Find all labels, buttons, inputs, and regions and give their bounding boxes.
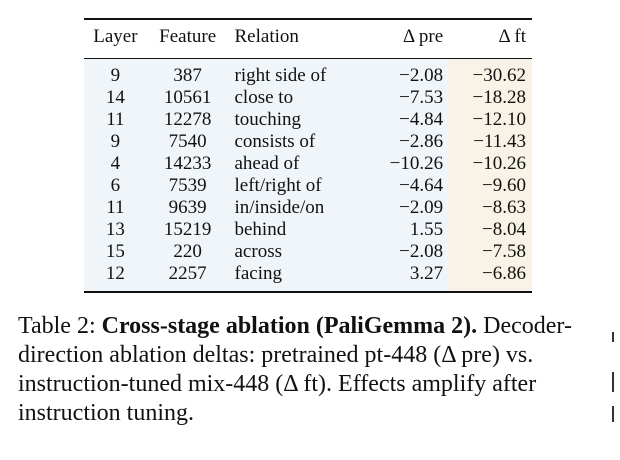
cell-delta-ft: −9.60 xyxy=(449,175,532,197)
margin-tick xyxy=(612,372,614,392)
table-row: 11 9639 in/inside/on −2.09 −8.63 xyxy=(84,197,532,219)
cell-feature: 387 xyxy=(146,58,229,87)
cell-delta-pre: −2.09 xyxy=(356,197,450,219)
cell-delta-pre: 3.27 xyxy=(356,263,450,292)
cell-relation: ahead of xyxy=(228,153,357,175)
cell-relation: close to xyxy=(228,87,357,109)
cell-feature: 12278 xyxy=(146,109,229,131)
cell-delta-ft: −10.26 xyxy=(449,153,532,175)
table-header-row: Layer Feature Relation Δ pre Δ ft xyxy=(84,19,532,59)
cell-layer: 9 xyxy=(84,58,147,87)
cell-delta-pre: −4.84 xyxy=(356,109,450,131)
cell-delta-pre: −4.64 xyxy=(356,175,450,197)
cell-delta-pre: −2.86 xyxy=(356,131,450,153)
cell-delta-ft: −12.10 xyxy=(449,109,532,131)
cell-delta-pre: −7.53 xyxy=(356,87,450,109)
cell-delta-ft: −6.86 xyxy=(449,263,532,292)
cell-feature: 220 xyxy=(146,241,229,263)
cell-layer: 6 xyxy=(84,175,147,197)
cell-delta-pre: 1.55 xyxy=(356,219,450,241)
cell-delta-ft: −30.62 xyxy=(449,58,532,87)
header-feature: Feature xyxy=(159,26,217,47)
cell-relation: facing xyxy=(228,263,357,292)
cell-feature: 2257 xyxy=(146,263,229,292)
table-row: 9 387 right side of −2.08 −30.62 xyxy=(84,58,532,87)
cell-layer: 11 xyxy=(84,197,147,219)
cell-delta-ft: −8.63 xyxy=(449,197,532,219)
cell-feature: 14233 xyxy=(146,153,229,175)
cell-delta-pre: −2.08 xyxy=(356,241,450,263)
results-table: Layer Feature Relation Δ pre Δ ft 9 387 ri… xyxy=(84,18,532,293)
header-relation: Relation xyxy=(234,26,299,47)
caption-label: Table 2: xyxy=(18,313,96,339)
cell-feature: 10561 xyxy=(146,87,229,109)
table-row: 4 14233 ahead of −10.26 −10.26 xyxy=(84,153,532,175)
header-layer: Layer xyxy=(93,26,138,47)
cell-layer: 4 xyxy=(84,153,147,175)
cell-feature: 7539 xyxy=(146,175,229,197)
table-row: 14 10561 close to −7.53 −18.28 xyxy=(84,87,532,109)
cell-relation: right side of xyxy=(228,58,357,87)
table-row: 15 220 across −2.08 −7.58 xyxy=(84,241,532,263)
cell-layer: 14 xyxy=(84,87,147,109)
cell-delta-ft: −8.04 xyxy=(449,219,532,241)
table-body: 9 387 right side of −2.08 −30.62 14 10561 close… xyxy=(84,58,532,292)
cell-delta-ft: −18.28 xyxy=(449,87,532,109)
cell-layer: 15 xyxy=(84,241,147,263)
margin-tick xyxy=(612,406,614,422)
cell-layer: 13 xyxy=(84,219,147,241)
margin-marks xyxy=(610,320,620,430)
caption-title: Cross-stage ablation (PaliGemma 2). xyxy=(101,313,478,339)
cell-delta-ft: −7.58 xyxy=(449,241,532,263)
cell-relation: across xyxy=(228,241,357,263)
cell-delta-pre: −2.08 xyxy=(356,58,450,87)
cell-delta-ft: −11.43 xyxy=(449,131,532,153)
header-delta-pre: Δ pre xyxy=(402,26,444,47)
cell-layer: 12 xyxy=(84,263,147,292)
cell-relation: behind xyxy=(228,219,357,241)
cell-feature: 9639 xyxy=(146,197,229,219)
table-row: 11 12278 touching −4.84 −12.10 xyxy=(84,109,532,131)
caption-body: Decoder-direction ablation deltas: pretr… xyxy=(18,313,572,426)
results-table-container: Layer Feature Relation Δ pre Δ ft 9 387 ri… xyxy=(84,18,532,293)
cell-feature: 15219 xyxy=(146,219,229,241)
cell-layer: 9 xyxy=(84,131,147,153)
cell-relation: touching xyxy=(228,109,357,131)
cell-feature: 7540 xyxy=(146,131,229,153)
table-row: 6 7539 left/right of −4.64 −9.60 xyxy=(84,175,532,197)
table-row: 9 7540 consists of −2.86 −11.43 xyxy=(84,131,532,153)
header-delta-ft: Δ ft xyxy=(498,26,526,47)
table-row: 13 15219 behind 1.55 −8.04 xyxy=(84,219,532,241)
table-caption: Table 2: Cross-stage ablation (PaliGemma… xyxy=(18,312,608,428)
cell-layer: 11 xyxy=(84,109,147,131)
table-row: 12 2257 facing 3.27 −6.86 xyxy=(84,263,532,292)
cell-relation: consists of xyxy=(228,131,357,153)
margin-tick xyxy=(612,332,614,342)
cell-relation: left/right of xyxy=(228,175,357,197)
cell-delta-pre: −10.26 xyxy=(356,153,450,175)
cell-relation: in/inside/on xyxy=(228,197,357,219)
